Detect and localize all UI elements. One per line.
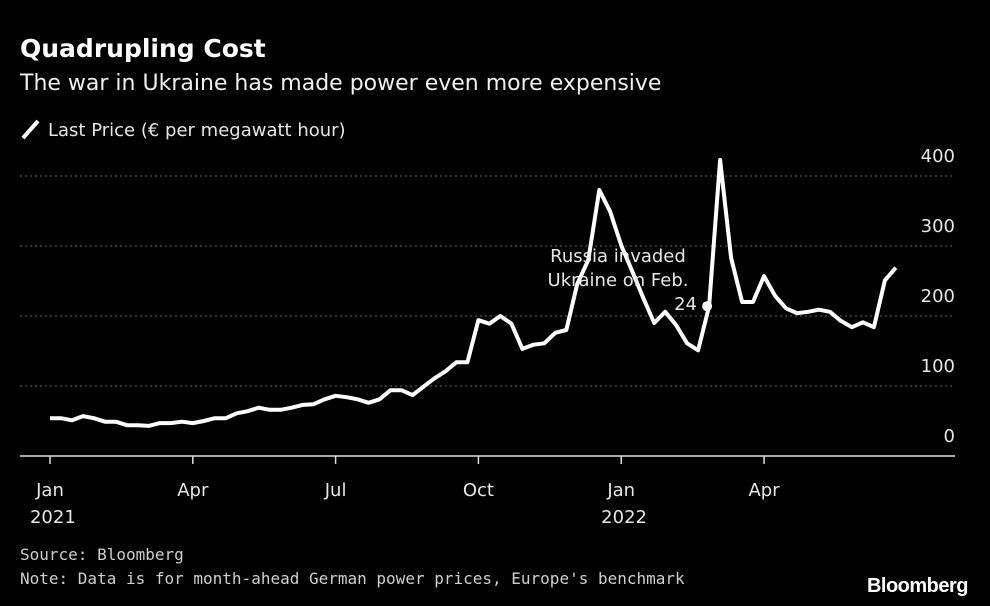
- x-tick-label: Jan 2022: [595, 480, 647, 528]
- legend-swatch: [21, 119, 40, 140]
- annotation-text: Russia invaded: [550, 246, 686, 267]
- source: Source: Bloomberg: [20, 545, 184, 564]
- chart-title: Quadrupling Cost: [20, 34, 266, 63]
- x-tick-label: Oct: [463, 480, 494, 501]
- annotation-text: 24: [674, 294, 697, 315]
- note: Note: Data is for month-ahead German pow…: [20, 569, 685, 588]
- chart-subtitle: The war in Ukraine has made power even m…: [19, 71, 661, 96]
- y-tick-label: 200: [921, 286, 955, 307]
- x-tick-label: Jan 2021: [24, 480, 76, 528]
- brand-logo: Bloomberg: [867, 575, 968, 597]
- annotation-dot: [702, 301, 713, 312]
- x-tick-label: Apr: [748, 480, 780, 501]
- x-tick-label: Apr: [177, 480, 209, 501]
- y-tick-label: 100: [921, 356, 955, 377]
- x-tick-label: Jul: [324, 480, 347, 501]
- price-line: [50, 157, 898, 428]
- annotation-text: Ukraine on Feb.: [548, 270, 689, 291]
- y-tick-label: 400: [921, 146, 955, 167]
- legend-label: Last Price (€ per megawatt hour): [48, 120, 346, 141]
- y-tick-label: 0: [944, 426, 955, 447]
- y-tick-label: 300: [921, 216, 955, 237]
